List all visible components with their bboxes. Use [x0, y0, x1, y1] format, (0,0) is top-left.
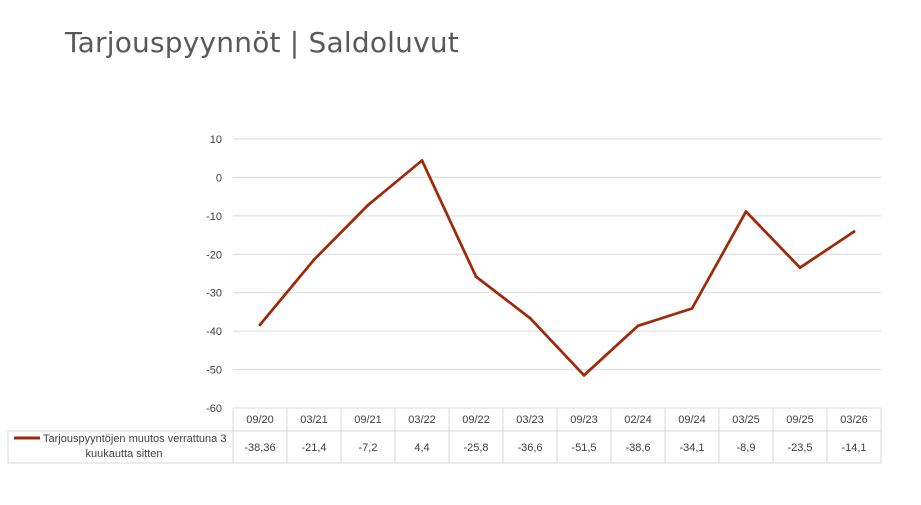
- data-point: [690, 307, 694, 310]
- x-category-label: 09/20: [246, 414, 274, 426]
- x-category-label: 03/23: [516, 414, 544, 426]
- x-category-label: 03/26: [840, 414, 868, 426]
- grid-lines: [233, 138, 881, 409]
- y-tick-label: 10: [210, 134, 222, 146]
- data-table-value: -51,5: [571, 442, 596, 454]
- data-table-value: -38,36: [244, 442, 275, 454]
- x-category-label: 09/24: [678, 414, 706, 426]
- data-point: [744, 210, 748, 214]
- y-tick-label: 0: [216, 172, 222, 184]
- data-table: 09/20 -38,36 03/21 -21,4 09/21 -7,2 03/22 4,4 09…: [7, 407, 882, 464]
- y-tick-label: -10: [206, 211, 222, 223]
- data-point: [528, 316, 532, 320]
- data-table-value: -7,2: [359, 442, 378, 454]
- data-point: [852, 230, 856, 234]
- x-category-label: 03/25: [732, 414, 760, 426]
- data-table-value: -23,5: [787, 442, 812, 454]
- y-tick-label: -40: [206, 326, 222, 338]
- chart-title: Tarjouspyynnöt | Saldoluvut: [65, 26, 459, 59]
- x-category-label: 02/24: [624, 414, 652, 426]
- data-table-value: -34,1: [679, 442, 704, 454]
- data-table-value: -8,9: [737, 442, 756, 454]
- y-tick-label: -30: [206, 288, 222, 300]
- data-point: [582, 373, 586, 377]
- legend-label: Tarjouspyyntöjen muutos verrattuna 3: [43, 433, 226, 445]
- y-tick-label: -60: [206, 403, 222, 415]
- data-table-value: -14,1: [841, 442, 866, 454]
- data-point: [312, 258, 316, 262]
- data-point: [474, 275, 478, 278]
- data-point: [636, 324, 640, 328]
- x-category-label: 09/25: [786, 414, 814, 426]
- x-category-label: 09/22: [462, 414, 490, 426]
- data-table-value: -36,6: [517, 442, 542, 454]
- x-category-label: 03/22: [408, 414, 436, 426]
- data-point: [258, 323, 262, 327]
- legend-label: kuukautta sitten: [85, 448, 162, 460]
- y-axis-ticks: 10 0 -10 -20 -30 -40 -50 -60: [206, 134, 222, 415]
- data-table-value: -25,8: [463, 442, 488, 454]
- x-category-label: 09/21: [354, 414, 382, 426]
- data-table-value: -21,4: [301, 442, 326, 454]
- data-point: [420, 159, 424, 162]
- y-tick-label: -50: [206, 365, 222, 377]
- data-table-value: 4,4: [414, 442, 429, 454]
- y-tick-label: -20: [206, 249, 222, 261]
- series-line: [258, 159, 856, 377]
- data-table-value: -38,6: [625, 442, 650, 454]
- data-point: [798, 266, 802, 270]
- data-point: [366, 203, 370, 207]
- x-category-label: 03/21: [300, 414, 328, 426]
- series-line-group: [258, 159, 856, 377]
- x-category-label: 09/23: [570, 414, 598, 426]
